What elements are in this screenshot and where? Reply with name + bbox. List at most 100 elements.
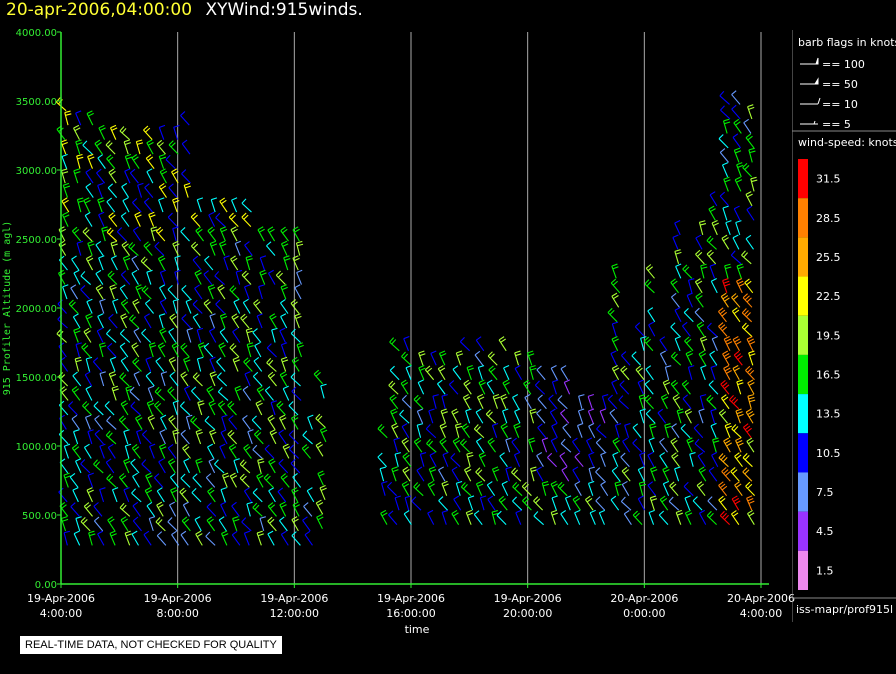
wind-barb [452, 437, 461, 453]
wind-barb [180, 371, 189, 387]
wind-barb [256, 530, 264, 546]
wind-barb [577, 408, 585, 424]
wind-barb [108, 313, 118, 329]
wind-barb [120, 516, 129, 532]
wind-barb [144, 487, 153, 503]
wind-barb [664, 423, 672, 438]
wind-barb [207, 443, 215, 459]
wind-barb [124, 168, 131, 184]
y-tick-label: 2000.00 [16, 304, 57, 315]
color-scale-swatch [798, 198, 808, 238]
wind-barb [197, 342, 206, 358]
wind-barb [93, 459, 104, 474]
wind-barb [718, 481, 728, 497]
wind-barb [180, 342, 190, 358]
wind-barb [316, 513, 324, 530]
wind-barb [215, 212, 226, 227]
wind-barb [279, 327, 286, 343]
wind-barb [466, 364, 474, 380]
wind-barb [182, 501, 190, 517]
wind-barb [733, 205, 741, 221]
wind-barb [97, 197, 105, 213]
wind-barb [267, 371, 277, 387]
wind-barb [191, 386, 201, 401]
wind-barb [550, 364, 558, 381]
wind-barb [143, 125, 153, 141]
color-scale-label: 7.5 [816, 486, 834, 499]
wind-barb [270, 400, 277, 416]
color-scale-swatch [798, 433, 808, 473]
wind-barb [148, 342, 157, 358]
wind-barb [560, 408, 570, 424]
y-tick-label: 3500.00 [16, 97, 57, 108]
wind-barb [207, 487, 216, 503]
wind-barb [291, 531, 301, 546]
wind-barb [648, 437, 655, 453]
wind-barb [220, 429, 228, 445]
wind-barb [85, 313, 93, 329]
wind-barb [123, 429, 130, 445]
wind-barb [399, 409, 410, 424]
barb-legend-label: == 100 [822, 58, 865, 71]
wind-barb [58, 240, 67, 256]
wind-barb [99, 298, 106, 314]
wind-barb [736, 278, 745, 294]
wind-barb [486, 379, 495, 395]
wind-barb [183, 458, 190, 474]
wind-barb [722, 205, 729, 221]
wind-barb [144, 299, 155, 314]
wind-barb [693, 423, 704, 439]
wind-barb [304, 530, 313, 546]
wind-barb [670, 379, 680, 395]
wind-barb [632, 438, 643, 453]
wind-barb [159, 327, 167, 343]
wind-barb [97, 530, 105, 546]
wind-barb [279, 414, 287, 430]
color-scale-label: 22.5 [816, 290, 841, 303]
wind-barb [167, 443, 177, 459]
wind-barb [111, 487, 119, 503]
wind-barb [62, 211, 70, 227]
wind-barb [132, 516, 142, 532]
wind-barb [85, 255, 94, 271]
wind-barb [658, 510, 669, 526]
wind-barb [266, 357, 277, 372]
wind-barb [380, 509, 388, 525]
wind-barb [182, 444, 191, 459]
wind-barb [659, 495, 669, 511]
wind-barb [644, 379, 654, 395]
wind-barb [197, 400, 205, 416]
wind-barb [709, 191, 718, 207]
wind-barb [158, 443, 167, 459]
wind-barb [73, 429, 80, 445]
wind-barb [267, 414, 276, 430]
wind-barb [280, 226, 289, 242]
wind-barb [513, 451, 521, 467]
wind-barb [159, 168, 168, 184]
wind-barb [512, 496, 523, 511]
wind-barb [595, 467, 605, 482]
wind-barb [611, 466, 621, 482]
wind-barb [394, 495, 401, 511]
wind-barb [168, 356, 177, 372]
wind-barb [241, 270, 252, 285]
wind-barb [291, 386, 302, 401]
wind-barb [158, 197, 165, 213]
wind-barb [157, 255, 166, 271]
wind-barb [644, 279, 655, 294]
wind-barb [186, 327, 193, 343]
wind-barb [473, 424, 485, 439]
wind-barb [648, 509, 655, 525]
wind-barb [62, 182, 71, 198]
wind-barb [514, 350, 522, 366]
wind-barb [710, 408, 717, 424]
wind-barb [86, 298, 93, 314]
wind-barb [190, 241, 201, 256]
wind-barb [268, 487, 276, 503]
wind-barb [256, 313, 263, 329]
wind-barb [204, 415, 215, 430]
wind-barb [733, 350, 743, 366]
wind-barb [192, 255, 202, 271]
wind-barb [620, 365, 630, 381]
wind-barb [600, 451, 607, 467]
